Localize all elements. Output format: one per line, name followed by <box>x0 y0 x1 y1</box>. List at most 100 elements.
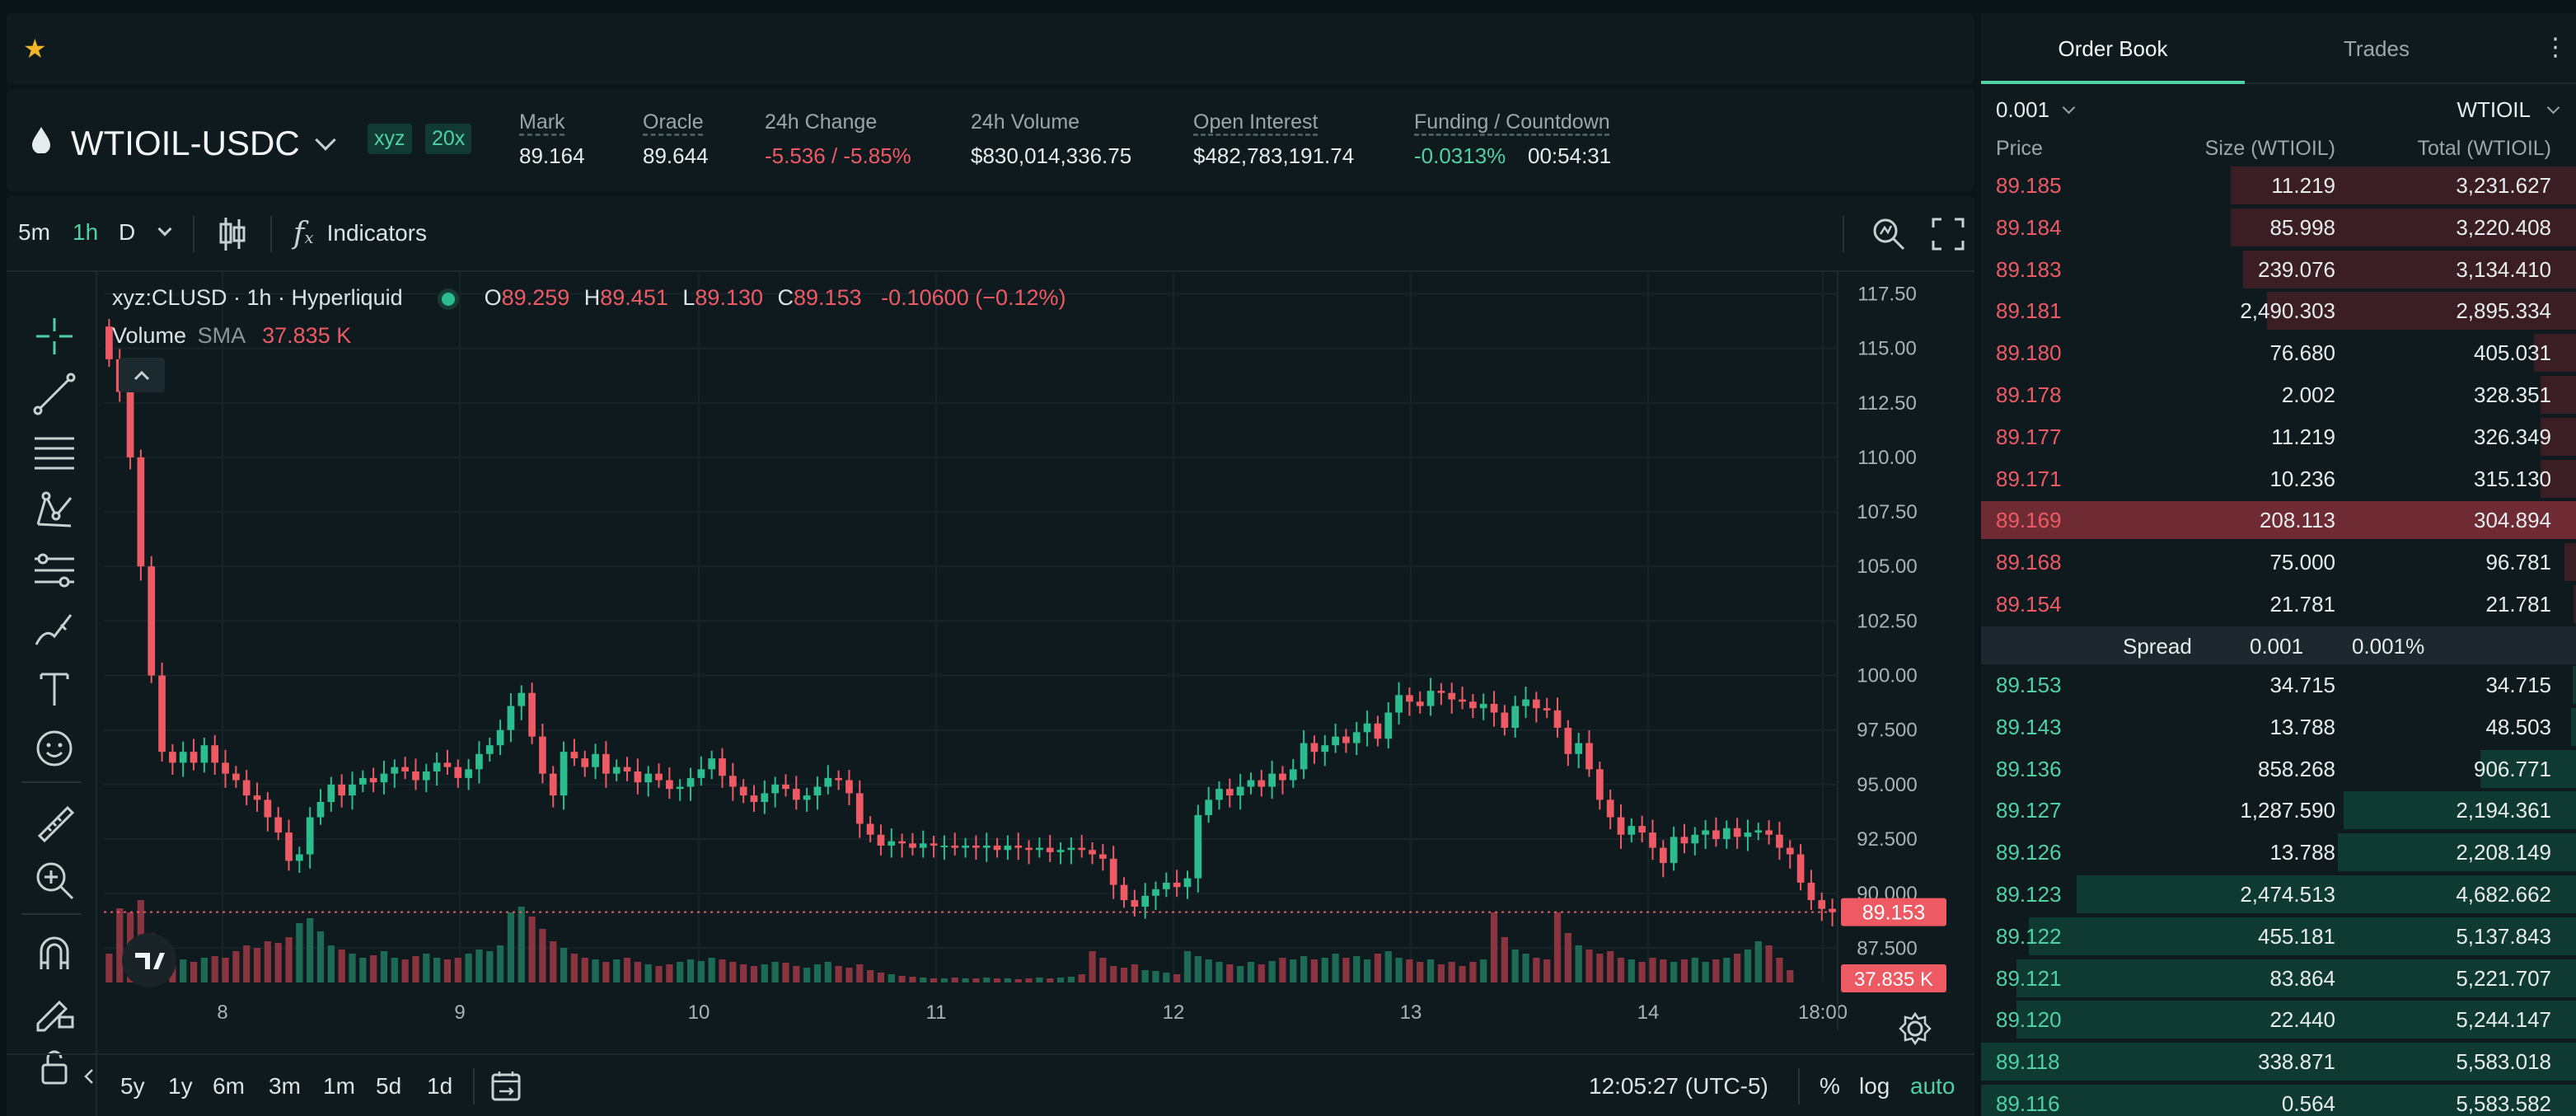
price-tick-label: 95.000 <box>1857 774 1917 796</box>
volume-bar <box>686 959 695 982</box>
oracle-value: 89.644 <box>643 143 709 168</box>
clock-time[interactable]: 12:05:27 (UTC-5) <box>1589 1073 1768 1099</box>
candle-body <box>951 845 959 848</box>
trend-line-icon[interactable] <box>31 371 77 417</box>
live-dot-icon <box>442 292 456 306</box>
bid-row[interactable]: 89.121 83.864 5,221.707 <box>1981 958 2576 999</box>
chevron-down-icon <box>314 129 336 151</box>
ask-row[interactable]: 89.169 208.113 304.894 <box>1981 499 2576 541</box>
volume-bar <box>1702 962 1709 982</box>
range-1d[interactable]: 1d <box>427 1073 453 1099</box>
ruler-icon[interactable] <box>31 799 77 846</box>
market-selector[interactable]: WTIOIL-USDC <box>71 119 336 168</box>
volume-bar <box>1585 950 1593 982</box>
col-total-header: Total (WTIOIL) <box>2417 137 2551 160</box>
function-icon: fx <box>293 216 314 251</box>
interval-chevron-icon[interactable] <box>157 222 172 237</box>
tab-order-book[interactable]: Order Book <box>2058 36 2168 61</box>
bid-row[interactable]: 89.136 858.268 906.771 <box>1981 748 2576 790</box>
bid-row[interactable]: 89.153 34.715 34.715 <box>1981 664 2576 706</box>
ask-price: 89.178 <box>1996 382 2062 407</box>
emoji-icon[interactable] <box>31 725 77 771</box>
ask-row[interactable]: 89.177 11.219 326.349 <box>1981 416 2576 457</box>
toolbar-divider <box>193 216 194 252</box>
ask-row[interactable]: 89.185 11.219 3,231.627 <box>1981 165 2576 206</box>
change-24h-label: 24h Change <box>765 110 878 134</box>
chart-settings-icon[interactable] <box>1897 1010 1933 1047</box>
bid-row[interactable]: 89.127 1,287.590 2,194.361 <box>1981 790 2576 831</box>
volume-bar <box>592 959 599 982</box>
tick-size-select[interactable]: 0.001 <box>1996 97 2076 123</box>
log-toggle[interactable]: log <box>1859 1073 1890 1099</box>
bid-row[interactable]: 89.126 13.788 2,208.149 <box>1981 832 2576 873</box>
interval-5m[interactable]: 5m <box>18 219 50 245</box>
bid-row[interactable]: 89.123 2,474.513 4,682.662 <box>1981 874 2576 915</box>
fullscreen-icon[interactable] <box>1930 216 1966 252</box>
range-5d[interactable]: 5d <box>376 1073 402 1099</box>
calendar-range-icon[interactable] <box>488 1068 524 1104</box>
bid-row[interactable]: 89.118 338.871 5,583.018 <box>1981 1041 2576 1082</box>
bid-row[interactable]: 89.120 22.440 5,244.147 <box>1981 999 2576 1040</box>
unit-select[interactable]: WTIOIL <box>2457 97 2560 123</box>
ask-row[interactable]: 89.181 2,490.303 2,895.334 <box>1981 290 2576 331</box>
bid-row[interactable]: 89.122 455.181 5,137.843 <box>1981 916 2576 957</box>
candle-body <box>1332 736 1339 746</box>
volume-bar <box>1744 950 1752 982</box>
bid-row[interactable]: 89.116 0.564 5,583.582 <box>1981 1083 2576 1116</box>
more-options-icon[interactable]: ⋮ <box>2543 34 2568 61</box>
zoom-in-icon[interactable] <box>31 857 77 903</box>
ask-row[interactable]: 89.171 10.236 315.130 <box>1981 458 2576 499</box>
price-tick-label: 100.00 <box>1857 665 1917 687</box>
interval-1h[interactable]: 1h <box>73 219 99 245</box>
range-1m[interactable]: 1m <box>323 1073 355 1099</box>
candle-body <box>349 784 356 796</box>
ask-row[interactable]: 89.154 21.781 21.781 <box>1981 584 2576 625</box>
zoom-search-icon[interactable] <box>1871 216 1907 252</box>
collapse-legend-button[interactable] <box>119 358 165 392</box>
range-3m[interactable]: 3m <box>269 1073 301 1099</box>
volume-bar <box>602 962 610 982</box>
price-chart[interactable]: 117.50 115.00 112.50 110.00 107.50 105.00 102.… <box>97 272 1974 1030</box>
price-tick-label: 102.50 <box>1857 610 1917 632</box>
time-tick-label: 13 <box>1400 1001 1422 1024</box>
volume-bar <box>1268 961 1276 982</box>
text-icon[interactable] <box>31 666 77 712</box>
tradingview-logo[interactable] <box>122 933 176 987</box>
interval-d[interactable]: D <box>119 219 136 245</box>
funding-label[interactable]: Funding / Countdown <box>1414 110 1610 134</box>
star-icon[interactable]: ★ <box>23 34 47 63</box>
ask-row[interactable]: 89.183 239.076 3,134.410 <box>1981 249 2576 290</box>
bid-row[interactable]: 89.143 13.788 48.503 <box>1981 706 2576 748</box>
tab-trades[interactable]: Trades <box>2344 36 2410 61</box>
horizontal-lines-icon[interactable] <box>31 429 77 475</box>
ask-row[interactable]: 89.184 85.998 3,220.408 <box>1981 207 2576 248</box>
ask-row[interactable]: 89.178 2.002 328.351 <box>1981 374 2576 415</box>
collapse-toolbar-icon[interactable] <box>82 1067 96 1086</box>
fib-icon[interactable] <box>31 547 77 593</box>
range-1y[interactable]: 1y <box>168 1073 193 1099</box>
volume-bar <box>581 958 588 982</box>
percent-toggle[interactable]: % <box>1820 1073 1840 1099</box>
ask-row[interactable]: 89.168 75.000 96.781 <box>1981 542 2576 583</box>
auto-toggle[interactable]: auto <box>1910 1073 1955 1099</box>
magnet-icon[interactable] <box>31 931 77 978</box>
crosshair-icon[interactable] <box>31 313 77 359</box>
bid-total: 5,244.147 <box>2456 1007 2551 1033</box>
chart-legend: xyz:CLUSD · 1h · Hyperliquid O89.259 H89… <box>112 285 1066 311</box>
lock-icon[interactable] <box>31 1043 77 1090</box>
pencil-lock-icon[interactable] <box>31 987 77 1034</box>
volume-bar <box>1078 974 1085 982</box>
candle-body <box>1754 830 1763 833</box>
candle-body <box>1321 745 1329 753</box>
ask-row[interactable]: 89.180 76.680 405.031 <box>1981 332 2576 373</box>
indicators-button[interactable]: fx Indicators <box>293 213 427 254</box>
range-6m[interactable]: 6m <box>213 1073 245 1099</box>
range-5y[interactable]: 5y <box>120 1073 145 1099</box>
volume-bar <box>401 959 409 982</box>
candle-type-icon[interactable] <box>216 214 249 254</box>
pattern-icon[interactable] <box>31 488 77 534</box>
brush-icon[interactable] <box>31 607 77 653</box>
bid-price: 89.121 <box>1996 965 2062 991</box>
bid-size: 455.181 <box>2258 923 2335 949</box>
volume-bar <box>454 958 461 982</box>
